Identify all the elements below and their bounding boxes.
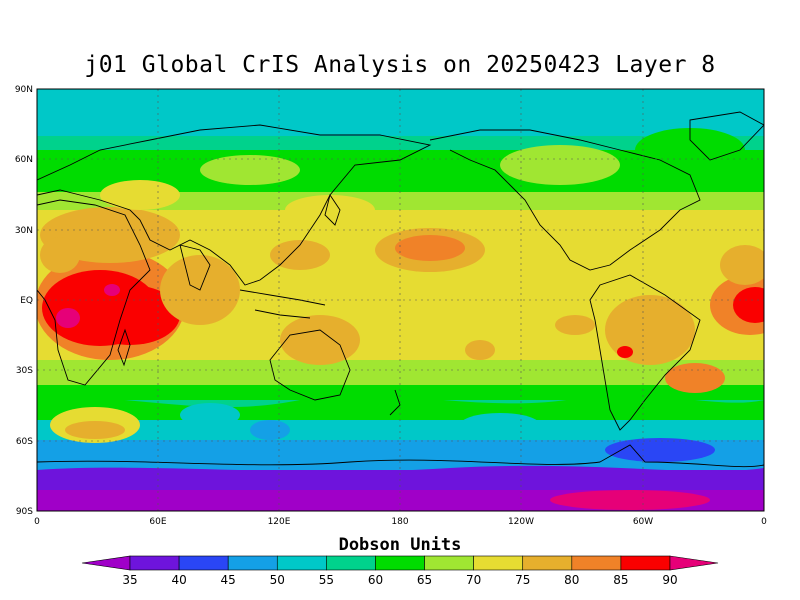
lon-tick-label: 0 (34, 517, 40, 527)
colorbar-tick-label: 85 (613, 573, 628, 587)
colorbar-segment (473, 555, 524, 571)
gridlines (37, 89, 764, 511)
coastlines (37, 111, 764, 468)
colorbar-segment (375, 555, 425, 571)
lat-tick-label: 60S (16, 437, 33, 447)
lon-tick-label: 120E (268, 517, 291, 527)
lat-tick-label: 60N (15, 155, 33, 165)
lon-tick-label: 60W (633, 517, 653, 527)
colorbar-segment (424, 555, 474, 571)
colorbar-tick-label: 75 (515, 573, 530, 587)
map-title: j01 Global CrIS Analysis on 20250423 Lay… (84, 52, 716, 78)
colorbar-tick-label: 55 (319, 573, 334, 587)
lon-ticks: 0 60E 120E 180 120W 60W 0 (34, 517, 767, 527)
lon-tick-label: 60E (149, 517, 166, 527)
lon-tick-label: 180 (391, 517, 408, 527)
colorbar-segment (620, 555, 671, 571)
colorbar-tick-label: 65 (417, 573, 432, 587)
map-frame (36, 88, 765, 512)
colorbar-label: Dobson Units (338, 535, 462, 555)
colorbar-segment (276, 555, 327, 571)
lat-tick-label: EQ (20, 296, 33, 306)
colorbar-segment (669, 555, 719, 571)
colorbar-segment (227, 555, 278, 571)
colorbar: 35 40 45 50 55 60 65 70 75 80 85 90 (81, 555, 719, 587)
ozone-field (37, 89, 764, 511)
colorbar-tick-label: 40 (171, 573, 186, 587)
colorbar-segment (326, 555, 376, 571)
colorbar-tick-label: 50 (270, 573, 285, 587)
colorbar-tick-label: 90 (662, 573, 677, 587)
colorbar-segment (571, 555, 622, 571)
lat-tick-label: 90S (16, 507, 33, 517)
colorbar-segment (178, 555, 229, 571)
lat-tick-label: 30S (16, 366, 33, 376)
colorbar-tick-label: 60 (368, 573, 383, 587)
lat-tick-label: 90N (15, 85, 33, 95)
lon-tick-label: 0 (761, 517, 767, 527)
lat-ticks: 90N 60N 30N EQ 30S 60S 90S (15, 85, 33, 517)
colorbar-tick-label: 80 (564, 573, 579, 587)
colorbar-segment (522, 555, 573, 571)
colorbar-tick-label: 35 (122, 573, 137, 587)
colorbar-segment (129, 555, 180, 571)
colorbar-segment (81, 555, 131, 571)
colorbar-tick-label: 45 (221, 573, 236, 587)
lat-tick-label: 30N (15, 226, 33, 236)
lon-tick-label: 120W (508, 517, 534, 527)
colorbar-tick-label: 70 (466, 573, 481, 587)
